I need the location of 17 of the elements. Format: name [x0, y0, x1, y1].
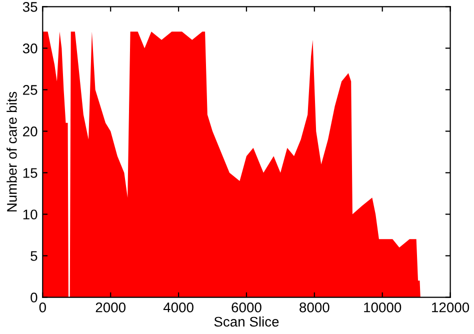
y-axis-title: Number of care bits: [6, 92, 17, 212]
x-tick-label: 4000: [163, 302, 194, 312]
y-tick-label: 5: [30, 251, 38, 261]
y-tick-label: 20: [23, 126, 38, 136]
x-axis-title: Scan Slice: [214, 316, 279, 327]
y-tick-label: 10: [23, 210, 38, 220]
x-tick-label: 8000: [300, 302, 330, 312]
y-tick-label: 30: [22, 44, 38, 54]
x-tick-label: 10000: [364, 302, 402, 312]
x-tick-label: 6000: [232, 302, 262, 312]
x-tick-label: 12000: [432, 302, 470, 312]
x-tick-label: 2000: [96, 302, 126, 312]
y-tick-label: 15: [23, 168, 38, 178]
y-tick-label: 25: [23, 85, 38, 95]
x-tick-label: 0: [39, 302, 46, 312]
y-tick-label: 35: [22, 2, 38, 12]
y-tick-label: 0: [30, 292, 38, 302]
